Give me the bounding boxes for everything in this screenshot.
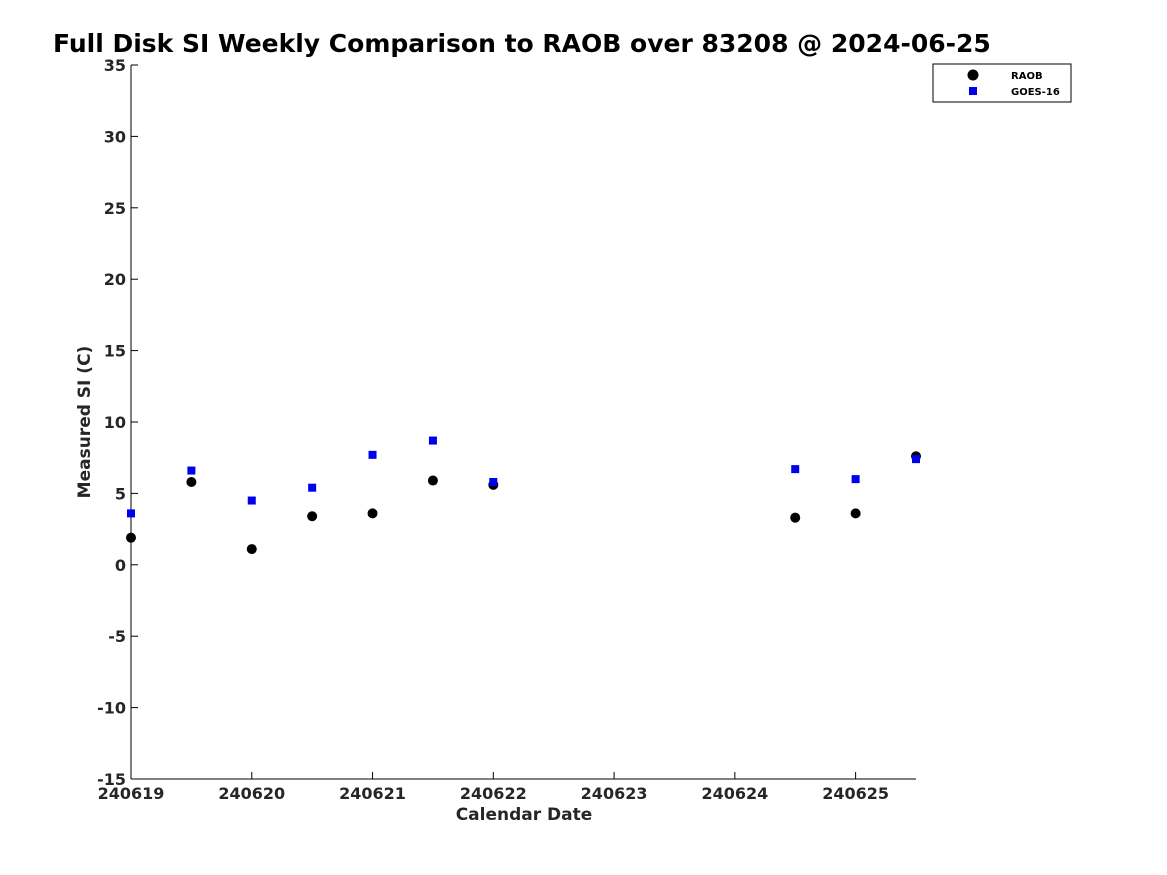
x-tick-label: 240621 [339,784,406,803]
y-tick-label: -10 [97,699,126,718]
raob-point [126,532,136,543]
x-tick-label: 240623 [581,784,648,803]
legend: RAOB GOES-16 [932,63,1072,103]
data-points [126,436,921,555]
legend-raob-label: RAOB [1011,71,1043,82]
raob-point [427,475,438,486]
y-tick-label: 25 [104,199,126,218]
goes16-point [851,475,860,484]
x-tick-label: 240624 [701,784,768,803]
goes16-point [247,496,256,505]
raob-point [186,476,197,487]
raob-point [246,544,257,555]
y-tick-label: 10 [104,413,126,432]
legend-raob-marker [967,69,979,81]
y-ticks: 35 30 25 20 15 10 5 0 -5 -10 -15 [97,56,138,789]
plot-axes [130,65,916,780]
y-tick-label: 30 [104,127,126,146]
goes16-point [791,465,800,474]
goes16-point [489,477,498,486]
y-tick-label: 35 [104,56,126,75]
goes16-point [912,455,920,464]
raob-point [790,512,801,523]
raob-point [307,511,318,522]
y-tick-label: 0 [115,556,126,575]
goes16-point [308,483,317,492]
y-tick-label: 15 [104,342,126,361]
y-tick-label: 5 [115,484,126,503]
y-axis-label: Measured SI (C) [75,346,95,499]
x-axis-label: Calendar Date [456,805,593,825]
legend-box [932,63,1072,103]
y-tick-label: -5 [108,627,126,646]
chart-title: Full Disk SI Weekly Comparison to RAOB o… [53,29,991,58]
x-tick-label: 240619 [98,784,165,803]
y-tick-label: -15 [97,770,126,789]
raob-point [367,508,378,519]
goes16-point [428,436,437,445]
x-tick-label: 240625 [822,784,889,803]
x-tick-label: 240620 [218,784,285,803]
x-tick-label: 240622 [460,784,527,803]
raob-point [850,508,861,519]
goes16-point [187,466,196,475]
x-ticks: 240619 240620 240621 240622 240623 240624 2406… [98,772,889,803]
goes16-point [127,509,135,518]
legend-goes16-marker [969,87,977,95]
legend-goes16-label: GOES-16 [1011,87,1060,98]
y-tick-label: 20 [104,270,126,289]
goes16-point [368,450,377,459]
